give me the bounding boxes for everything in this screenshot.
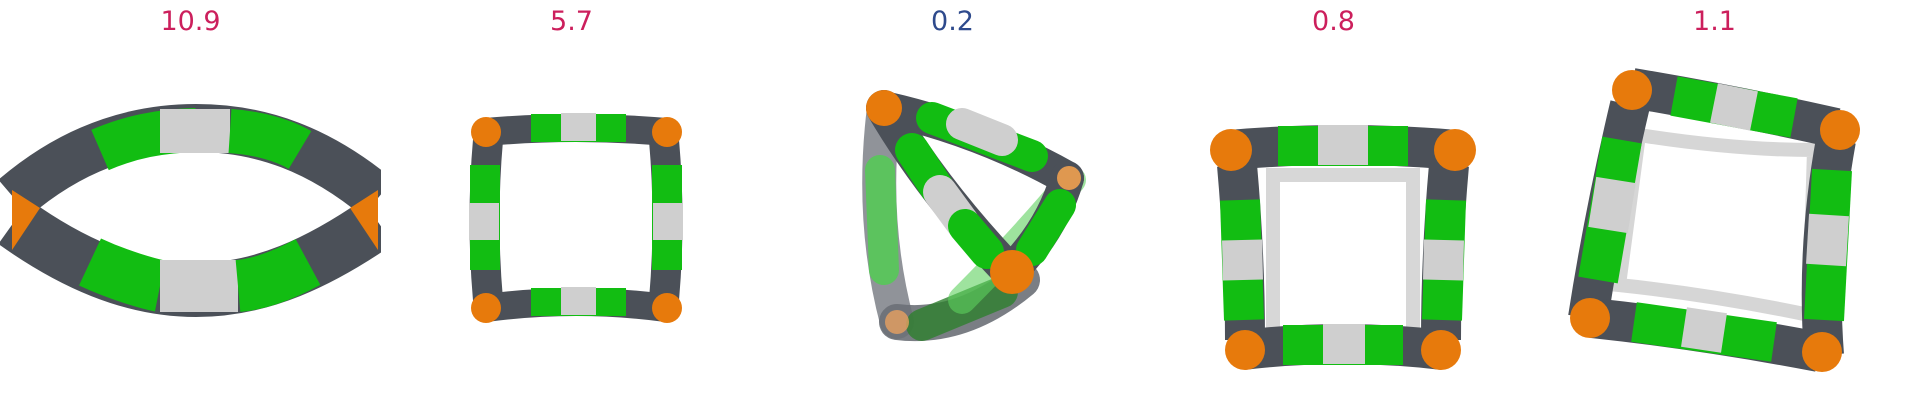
molecule-5-frame — [1568, 68, 1856, 372]
molecule-1-front-ring — [0, 199, 381, 318]
molecule-5-orange-corners — [1570, 70, 1860, 372]
molecule-3-frame — [862, 90, 1086, 342]
molecule-2-frame — [469, 113, 683, 322]
panel-4: 0.8 — [1143, 0, 1524, 416]
panel-5: 1.1 — [1524, 0, 1905, 416]
molecule-5-render — [1568, 68, 1860, 372]
molecule-4-render — [1210, 125, 1476, 370]
molecule-4-frame — [1217, 125, 1469, 370]
molecule-3-orange-nodes — [866, 90, 1081, 334]
panel-1-value: 10.9 — [160, 6, 221, 37]
panel-3-value: 0.2 — [931, 6, 974, 37]
molecule-2-render — [469, 113, 683, 323]
panel-2-value: 5.7 — [550, 6, 593, 37]
panel-4-value: 0.8 — [1312, 6, 1355, 37]
panel-1: 10.9 — [0, 0, 381, 416]
molecule-1-back-ring — [0, 103, 381, 217]
molecule-1-render — [0, 103, 381, 318]
panel-5-value: 1.1 — [1693, 6, 1736, 37]
panel-2: 5.7 — [381, 0, 762, 416]
molecule-2-orange-corners — [471, 117, 682, 323]
molecule-1-orange-right — [350, 190, 378, 250]
panel-3: 0.2 — [762, 0, 1143, 416]
molecule-4-orange-corners — [1210, 129, 1476, 370]
molecule-3-render — [862, 90, 1086, 342]
molecule-1-orange-left — [12, 190, 40, 250]
